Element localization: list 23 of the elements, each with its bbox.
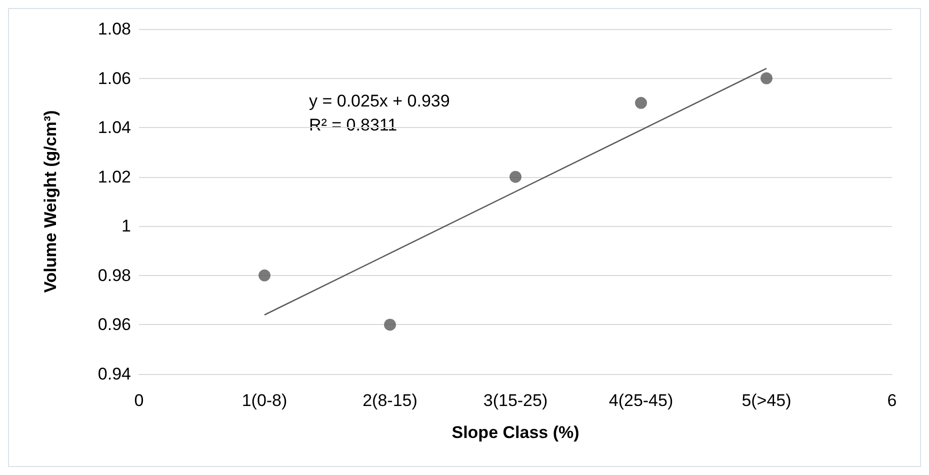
point <box>510 170 522 183</box>
y-tick-label: 1.04 <box>98 118 131 138</box>
point <box>384 318 396 331</box>
x-tick-label: 5(>45) <box>742 391 792 410</box>
x-tick-label: 1(0-8) <box>242 391 288 410</box>
x-axis-title: Slope Class (%) <box>452 423 580 442</box>
y-tick-label: 1 <box>122 216 131 236</box>
annotation: y = 0.025x + 0.939 <box>309 92 450 110</box>
y-tick-label: 0.94 <box>98 364 131 384</box>
y-axis-title: Volume Weight (g/cm³) <box>41 110 60 293</box>
point <box>635 96 647 109</box>
point <box>760 72 772 84</box>
point <box>258 269 270 282</box>
y-tick-label: 1.02 <box>98 167 131 186</box>
x-tick-label: 4(25-45) <box>608 391 674 410</box>
y-tick-label: 0.96 <box>98 315 131 334</box>
y-tick-label: 0.98 <box>98 266 131 285</box>
x-tick-label: 3(15-25) <box>483 391 548 410</box>
x-tick-label: 2(8-15) <box>362 391 418 410</box>
x-tick-label: 6 <box>887 391 897 410</box>
y-tick-label: 1.08 <box>98 20 131 38</box>
y-tick-label: 1.06 <box>98 68 131 88</box>
x-tick-label: 0 <box>134 391 144 410</box>
